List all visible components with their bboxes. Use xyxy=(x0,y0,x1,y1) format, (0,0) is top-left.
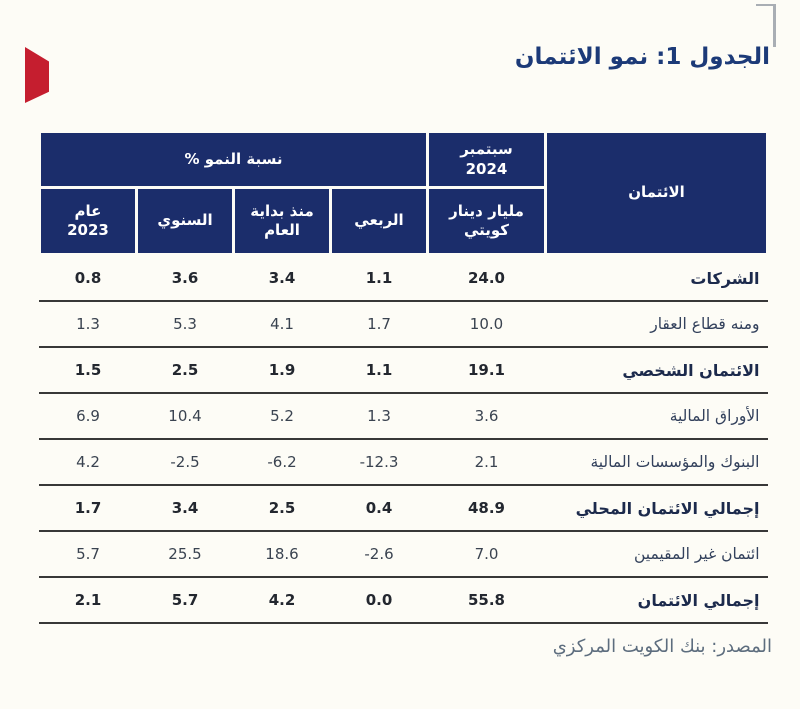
row-value-quarterly: 1.7 xyxy=(330,301,428,348)
header-row-top: الائتمان سبتمبر 2024 نسبة النمو % xyxy=(37,130,769,256)
header-row-bottom: مليار دينار كويتي الربعي منذ بداية العام… xyxy=(37,186,767,256)
table-row: ومنه قطاع العقار 10.0 1.7 4.1 5.3 1.3 xyxy=(39,301,768,348)
table-row: الأوراق المالية 3.6 1.3 5.2 10.4 6.9 xyxy=(39,393,768,440)
table-header: الائتمان سبتمبر 2024 نسبة النمو % مليار … xyxy=(37,130,769,256)
table-row: الشركات 24.0 1.1 3.4 3.6 0.8 xyxy=(39,254,768,302)
row-value-sept: 2.1 xyxy=(427,439,546,486)
row-value-quarterly: 0.0 xyxy=(330,577,428,624)
row-value-sept: 7.0 xyxy=(427,531,546,578)
row-value-quarterly: 1.1 xyxy=(330,254,428,302)
row-value-2023: 1.3 xyxy=(39,301,137,348)
header-ytd-label: منذ بداية العام xyxy=(250,201,314,240)
row-value-ytd: -6.2 xyxy=(233,439,331,486)
source-note: المصدر: بنك الكويت المركزي xyxy=(552,636,772,657)
credit-growth-table: الائتمان سبتمبر 2024 نسبة النمو % مليار … xyxy=(37,130,769,624)
row-label: إجمالي الائتمان المحلي xyxy=(545,485,768,532)
row-label: إجمالي الائتمان xyxy=(545,577,768,624)
row-value-ytd: 2.5 xyxy=(233,485,331,532)
row-value-2023: 0.8 xyxy=(39,254,137,302)
row-value-ytd: 3.4 xyxy=(233,254,331,302)
header-credit: الائتمان xyxy=(544,130,769,256)
row-value-sept: 19.1 xyxy=(427,347,546,394)
header-ytd: منذ بداية العام xyxy=(232,186,332,256)
header-year-2023: عام 2023 xyxy=(37,186,139,256)
row-value-annual: -2.5 xyxy=(136,439,234,486)
table-row: الائتمان الشخصي 19.1 1.1 1.9 2.5 1.5 xyxy=(39,347,768,394)
row-value-sept: 48.9 xyxy=(427,485,546,532)
row-value-annual: 25.5 xyxy=(136,531,234,578)
table-title: الجدول 1: نمو الائتمان xyxy=(514,44,770,70)
header-september-2024: سبتمبر 2024 xyxy=(426,130,547,189)
row-value-quarterly: 0.4 xyxy=(330,485,428,532)
row-value-2023: 5.7 xyxy=(39,531,137,578)
row-value-annual: 3.6 xyxy=(136,254,234,302)
row-label: الأوراق المالية xyxy=(545,393,768,440)
row-value-quarterly: 1.3 xyxy=(330,393,428,440)
row-value-sept: 3.6 xyxy=(427,393,546,440)
row-value-ytd: 4.2 xyxy=(233,577,331,624)
row-value-2023: 2.1 xyxy=(39,577,137,624)
header-2023-label: عام 2023 xyxy=(67,201,109,240)
header-quarterly: الربعي xyxy=(329,186,429,256)
table-row: إجمالي الائتمان المحلي 48.9 0.4 2.5 3.4 … xyxy=(39,485,768,532)
header-annual: السنوي xyxy=(135,186,235,256)
table-row: البنوك والمؤسسات المالية 2.1 -12.3 -6.2 … xyxy=(39,439,768,486)
row-value-2023: 1.5 xyxy=(39,347,137,394)
row-value-ytd: 18.6 xyxy=(233,531,331,578)
row-value-2023: 4.2 xyxy=(39,439,137,486)
row-value-ytd: 5.2 xyxy=(233,393,331,440)
row-value-2023: 6.9 xyxy=(39,393,137,440)
row-label: الشركات xyxy=(545,254,768,302)
table-body: الشركات 24.0 1.1 3.4 3.6 0.8 ومنه قطاع ا… xyxy=(39,254,768,624)
header-unit-label: مليار دينار كويتي xyxy=(449,201,524,240)
row-value-sept: 55.8 xyxy=(427,577,546,624)
row-value-ytd: 4.1 xyxy=(233,301,331,348)
page-corner-mark xyxy=(756,4,776,47)
row-value-2023: 1.7 xyxy=(39,485,137,532)
row-value-quarterly: -12.3 xyxy=(330,439,428,486)
row-label: الائتمان الشخصي xyxy=(545,347,768,394)
row-label: ائتمان غير المقيمين xyxy=(545,531,768,578)
row-label: ومنه قطاع العقار xyxy=(545,301,768,348)
red-ribbon-marker-icon xyxy=(25,47,49,103)
row-value-annual: 3.4 xyxy=(136,485,234,532)
row-label: البنوك والمؤسسات المالية xyxy=(545,439,768,486)
row-value-sept: 24.0 xyxy=(427,254,546,302)
row-value-ytd: 1.9 xyxy=(233,347,331,394)
row-value-annual: 5.7 xyxy=(136,577,234,624)
header-growth-group: نسبة النمو % xyxy=(37,130,430,189)
header-unit: مليار دينار كويتي xyxy=(426,186,547,256)
row-value-annual: 2.5 xyxy=(136,347,234,394)
table-row: إجمالي الائتمان 55.8 0.0 4.2 5.7 2.1 xyxy=(39,577,768,624)
header-september-label: سبتمبر 2024 xyxy=(460,140,513,178)
row-value-quarterly: 1.1 xyxy=(330,347,428,394)
row-value-quarterly: -2.6 xyxy=(330,531,428,578)
row-value-annual: 5.3 xyxy=(136,301,234,348)
row-value-annual: 10.4 xyxy=(136,393,234,440)
row-value-sept: 10.0 xyxy=(427,301,546,348)
table-row: ائتمان غير المقيمين 7.0 -2.6 18.6 25.5 5… xyxy=(39,531,768,578)
